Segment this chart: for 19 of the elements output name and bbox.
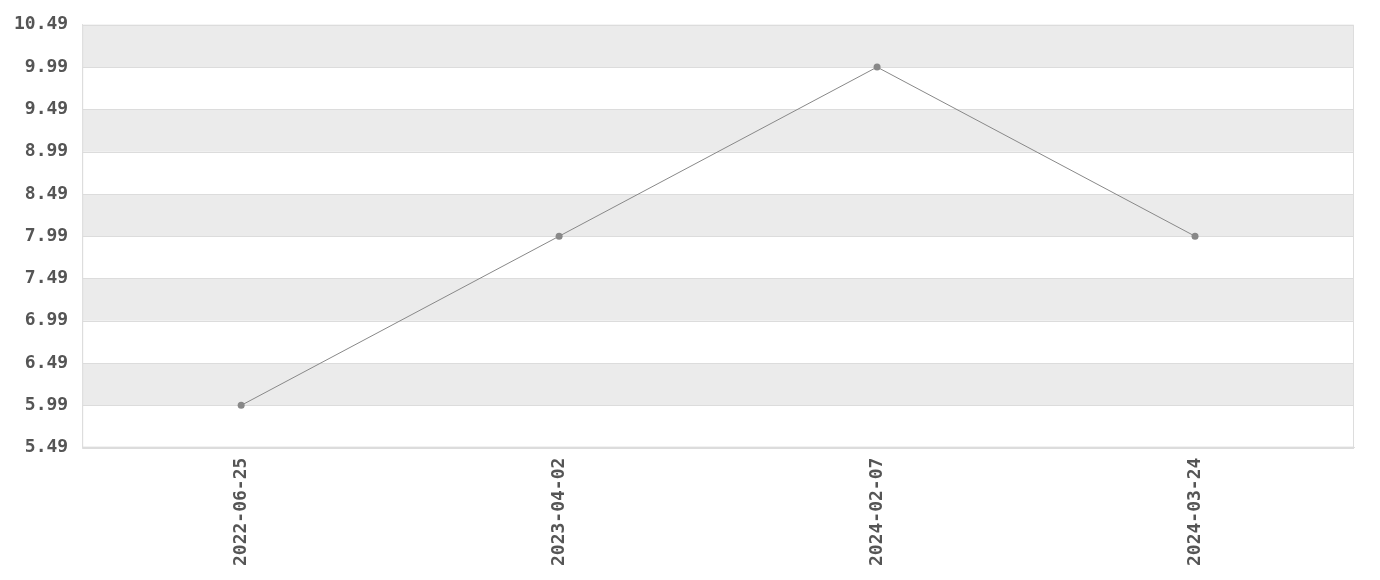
y-tick-label: 8.99 bbox=[24, 139, 69, 161]
y-tick-label: 8.49 bbox=[24, 181, 69, 203]
point bbox=[1191, 232, 1199, 240]
y-tick-label: 6.49 bbox=[24, 350, 69, 372]
y-tick-label: 5.49 bbox=[24, 435, 69, 457]
y-tick-label: 9.99 bbox=[24, 54, 69, 76]
point bbox=[237, 401, 245, 409]
x-tick-label: 2022-06-25 bbox=[228, 457, 250, 567]
x-tick-label: 2024-03-24 bbox=[1182, 457, 1204, 567]
y-tick-label: 6.99 bbox=[24, 308, 69, 330]
point bbox=[555, 232, 563, 240]
y-tick-label: 7.99 bbox=[24, 223, 69, 245]
y-tick-label: 10.49 bbox=[14, 12, 69, 34]
point bbox=[873, 63, 881, 71]
y-tick-label: 9.49 bbox=[24, 97, 69, 119]
y-tick-label: 5.99 bbox=[24, 393, 69, 415]
y-tick-label: 7.49 bbox=[24, 266, 69, 288]
x-tick-label: 2023-04-02 bbox=[546, 457, 568, 567]
x-tick-label: 2024-02-07 bbox=[864, 457, 886, 567]
